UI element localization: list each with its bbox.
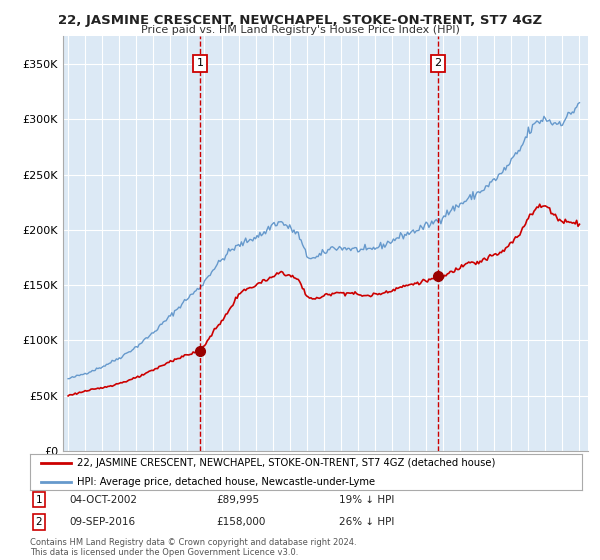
Text: £158,000: £158,000 [216,517,265,527]
Text: 1: 1 [197,58,204,68]
Text: 19% ↓ HPI: 19% ↓ HPI [339,494,394,505]
Text: 22, JASMINE CRESCENT, NEWCHAPEL, STOKE-ON-TRENT, ST7 4GZ (detached house): 22, JASMINE CRESCENT, NEWCHAPEL, STOKE-O… [77,459,495,468]
Text: 2: 2 [434,58,442,68]
Text: 09-SEP-2016: 09-SEP-2016 [69,517,135,527]
Text: Price paid vs. HM Land Registry's House Price Index (HPI): Price paid vs. HM Land Registry's House … [140,25,460,35]
Text: 1: 1 [35,494,43,505]
Text: 2: 2 [35,517,43,527]
Text: Contains HM Land Registry data © Crown copyright and database right 2024.
This d: Contains HM Land Registry data © Crown c… [30,538,356,557]
Text: £89,995: £89,995 [216,494,259,505]
Text: 22, JASMINE CRESCENT, NEWCHAPEL, STOKE-ON-TRENT, ST7 4GZ: 22, JASMINE CRESCENT, NEWCHAPEL, STOKE-O… [58,14,542,27]
Text: 04-OCT-2002: 04-OCT-2002 [69,494,137,505]
Text: 26% ↓ HPI: 26% ↓ HPI [339,517,394,527]
Text: HPI: Average price, detached house, Newcastle-under-Lyme: HPI: Average price, detached house, Newc… [77,477,375,487]
